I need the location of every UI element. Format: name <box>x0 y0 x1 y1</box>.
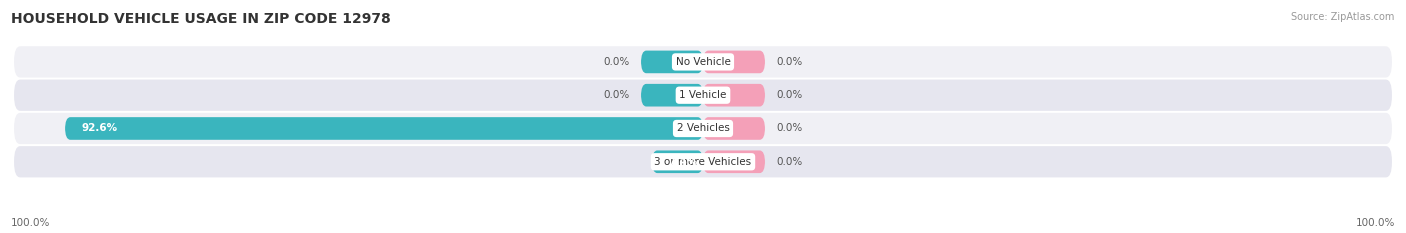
FancyBboxPatch shape <box>14 46 1392 78</box>
Text: 1 Vehicle: 1 Vehicle <box>679 90 727 100</box>
Text: 0.0%: 0.0% <box>603 90 630 100</box>
Text: Source: ZipAtlas.com: Source: ZipAtlas.com <box>1291 12 1395 22</box>
Text: 0.0%: 0.0% <box>776 57 803 67</box>
FancyBboxPatch shape <box>703 117 765 140</box>
FancyBboxPatch shape <box>703 151 765 173</box>
Text: 100.0%: 100.0% <box>11 218 51 228</box>
Text: HOUSEHOLD VEHICLE USAGE IN ZIP CODE 12978: HOUSEHOLD VEHICLE USAGE IN ZIP CODE 1297… <box>11 12 391 26</box>
Text: No Vehicle: No Vehicle <box>675 57 731 67</box>
Legend: Owner-occupied, Renter-occupied: Owner-occupied, Renter-occupied <box>586 230 820 233</box>
Text: 100.0%: 100.0% <box>1355 218 1395 228</box>
Text: 0.0%: 0.0% <box>776 123 803 134</box>
Text: 92.6%: 92.6% <box>82 123 118 134</box>
Text: 0.0%: 0.0% <box>776 157 803 167</box>
FancyBboxPatch shape <box>652 151 703 173</box>
Text: 0.0%: 0.0% <box>776 90 803 100</box>
FancyBboxPatch shape <box>14 146 1392 177</box>
Text: 7.4%: 7.4% <box>669 157 697 167</box>
Text: 2 Vehicles: 2 Vehicles <box>676 123 730 134</box>
FancyBboxPatch shape <box>703 84 765 106</box>
FancyBboxPatch shape <box>65 117 703 140</box>
FancyBboxPatch shape <box>641 84 703 106</box>
Text: 0.0%: 0.0% <box>603 57 630 67</box>
FancyBboxPatch shape <box>14 113 1392 144</box>
FancyBboxPatch shape <box>703 51 765 73</box>
FancyBboxPatch shape <box>641 51 703 73</box>
Text: 3 or more Vehicles: 3 or more Vehicles <box>654 157 752 167</box>
FancyBboxPatch shape <box>14 79 1392 111</box>
